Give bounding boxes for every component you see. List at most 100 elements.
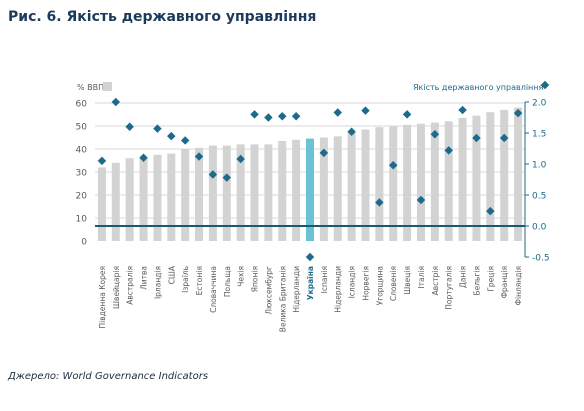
category-label: Південна Корея xyxy=(98,266,107,329)
category-label: Україна xyxy=(306,266,315,300)
category-label: Португалія xyxy=(445,266,454,310)
quality-marker xyxy=(458,105,467,115)
bar xyxy=(444,121,453,241)
category-label: Словаччина xyxy=(209,266,218,313)
left-tick-label: 10 xyxy=(76,215,88,225)
left-tick-label: 60 xyxy=(76,100,88,110)
right-axis-label: Якість державного управління xyxy=(413,83,544,92)
category-label: Ізраїль xyxy=(181,266,190,293)
right-tick-label: 0.0 xyxy=(532,223,547,233)
quality-marker xyxy=(250,110,259,119)
quality-marker xyxy=(305,252,315,262)
bar xyxy=(97,167,106,241)
bar xyxy=(195,147,204,241)
left-tick-label: 20 xyxy=(76,192,88,202)
category-label: Ірландія xyxy=(153,266,162,299)
quality-marker xyxy=(361,106,370,115)
category-label: Іспанія xyxy=(320,266,329,293)
bar xyxy=(306,138,314,241)
bar xyxy=(208,145,217,241)
category-label: Фінляндія xyxy=(514,266,523,305)
quality-marker xyxy=(111,97,121,107)
left-tick-label: 30 xyxy=(76,169,88,179)
bar xyxy=(181,149,190,241)
category-label: Нідерланди xyxy=(334,266,343,313)
category-label: Японія xyxy=(251,266,260,292)
category-label: Литва xyxy=(140,266,149,290)
bars xyxy=(97,107,523,242)
category-label: Велика Британія xyxy=(278,266,287,332)
right-tick-label: 0.5 xyxy=(532,192,546,202)
markers xyxy=(97,97,523,262)
quality-marker xyxy=(153,124,162,133)
category-label: Люксембург xyxy=(264,266,273,315)
quality-marker xyxy=(167,131,176,141)
bar xyxy=(472,115,481,241)
bar xyxy=(153,154,162,241)
quality-marker xyxy=(291,112,301,121)
category-label: США xyxy=(167,265,176,284)
quality-marker xyxy=(222,173,232,182)
right-tick-label: -0.5 xyxy=(532,254,550,264)
bar xyxy=(486,112,495,241)
bar xyxy=(319,137,328,241)
category-label: Данія xyxy=(459,266,468,288)
quality-marker xyxy=(180,136,190,145)
bar xyxy=(236,144,245,241)
quality-marker xyxy=(375,198,384,207)
bar xyxy=(278,140,287,241)
quality-marker xyxy=(402,110,412,119)
left-tick-label: 40 xyxy=(76,146,88,156)
quality-marker xyxy=(388,160,398,170)
quality-marker xyxy=(97,156,107,166)
bar xyxy=(389,126,398,241)
quality-marker xyxy=(444,146,453,155)
left-tick-label: 0 xyxy=(81,238,87,248)
quality-marker xyxy=(278,112,287,121)
quality-marker xyxy=(264,113,273,122)
right-tick-labels: -0.5 0.0 0.5 1.0 1.5 2.0 xyxy=(525,99,550,264)
category-labels: Південна Корея Швейцарія Австралія Литва Ірл… xyxy=(98,265,523,332)
quality-marker xyxy=(236,154,245,164)
quality-marker xyxy=(194,152,204,161)
quality-marker xyxy=(333,108,342,117)
category-label: Швейцарія xyxy=(112,266,121,309)
bar xyxy=(361,129,370,241)
bar xyxy=(292,139,301,241)
category-label: Австралія xyxy=(126,266,135,305)
source-note: Джерело: World Governance Indicators xyxy=(8,371,209,382)
category-label: Нідерланди xyxy=(292,266,301,313)
left-axis-legend-swatch xyxy=(103,82,112,91)
bar xyxy=(500,109,509,242)
category-label: Греція xyxy=(486,266,495,292)
bar xyxy=(347,132,356,241)
chart: 0 10 20 30 40 50 60 -0.5 0.0 0.5 1.0 1.5 2.0 Півден… xyxy=(76,80,550,332)
category-label: Польща xyxy=(223,266,232,297)
right-tick-label: 1.5 xyxy=(532,130,546,140)
category-label: Австрія xyxy=(431,266,440,295)
quality-marker xyxy=(125,122,134,132)
bar xyxy=(111,162,120,241)
quality-marker xyxy=(486,206,495,216)
category-label: Словенія xyxy=(389,266,398,301)
quality-marker xyxy=(347,127,356,137)
quality-marker xyxy=(472,133,481,143)
quality-marker xyxy=(499,133,509,143)
category-label: Ісландія xyxy=(348,266,357,298)
bar xyxy=(167,153,176,241)
bar xyxy=(125,158,134,241)
category-label: Чехія xyxy=(237,266,246,287)
category-label: Франція xyxy=(500,266,509,298)
left-axis-label: % ВВП xyxy=(77,83,104,92)
quality-marker xyxy=(139,153,148,163)
quality-marker xyxy=(430,129,440,139)
left-tick-label: 50 xyxy=(76,123,88,133)
right-tick-label: 2.0 xyxy=(532,99,547,109)
chart-title: Рис. 6. Якість державного управління xyxy=(8,9,317,25)
category-label: Швеція xyxy=(403,266,412,295)
category-label: Естонія xyxy=(195,266,204,295)
quality-marker xyxy=(319,148,329,158)
bar xyxy=(416,123,425,241)
category-label: Угорщина xyxy=(375,266,384,305)
quality-marker xyxy=(416,195,426,205)
